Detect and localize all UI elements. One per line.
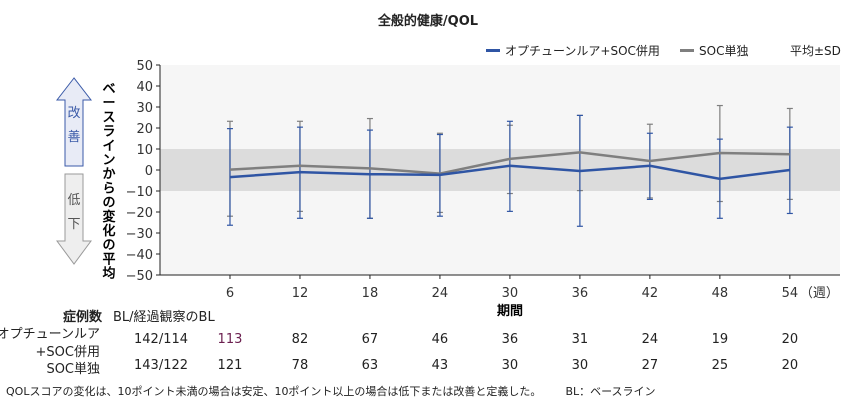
y-tick-label: 40 [136, 80, 153, 95]
table-header: 症例数 [62, 310, 102, 325]
y-label-char: 化 [102, 223, 115, 239]
count-cell: 46 [431, 332, 449, 347]
y-label-char: イ [102, 139, 115, 154]
y-tick-label: 50 [136, 59, 153, 74]
x-unit-label: （週） [800, 286, 839, 301]
decline-label-2: 下 [67, 217, 80, 232]
row-label-soc: SOC単独 [46, 362, 100, 377]
legend-label: オプチューンルア+SOC併用 [505, 44, 660, 58]
count-cell: 82 [291, 332, 309, 347]
legend-label: SOC単独 [699, 44, 749, 58]
legend-error-label: 平均±SD [790, 44, 841, 58]
y-tick-label: −50 [126, 269, 153, 284]
x-tick-label: 54 [782, 286, 799, 301]
count-cell: 63 [361, 358, 379, 373]
improve-arrow-icon [55, 77, 93, 167]
x-tick-label: 12 [292, 286, 309, 301]
y-tick-label: 10 [136, 143, 153, 158]
y-label-char: ン [102, 153, 115, 168]
y-label-char: の [102, 196, 115, 211]
y-label-char: 変 [102, 209, 115, 225]
x-tick-label: 48 [712, 286, 729, 301]
count-cell: 30 [501, 358, 519, 373]
row-label-combo-2: +SOC併用 [35, 345, 100, 360]
chart-title: 全般的健康/QOL [377, 14, 479, 29]
y-tick-label: −30 [126, 227, 153, 242]
count-cell: 20 [781, 358, 799, 373]
y-label-char: ら [102, 181, 115, 196]
y-label-char: 平 [102, 252, 115, 267]
x-tick-label: 36 [572, 286, 589, 301]
count-cell: 36 [501, 332, 519, 347]
decline-label-1: 低 [67, 193, 80, 208]
count-cell: 31 [571, 332, 589, 347]
x-tick-label: 24 [432, 286, 449, 301]
y-tick-label: 20 [136, 122, 153, 137]
y-tick-label: −10 [126, 185, 153, 200]
y-tick-label: −20 [126, 206, 153, 221]
legend-item-soc: SOC単独 [680, 42, 748, 59]
count-cell: 25 [711, 358, 729, 373]
row-bl-combo: 142/114 [134, 332, 189, 347]
footnote-row: QOLスコアの変化は、10ポイント未満の場合は安定、10ポイント以上の場合は低下… [6, 383, 852, 399]
y-label-char: か [102, 167, 115, 182]
y-label-char: ス [102, 110, 115, 125]
count-cell: 67 [361, 332, 379, 347]
improve-label-2: 善 [67, 129, 80, 145]
legend-item-combo: オプチューンルア+SOC併用 [486, 42, 660, 59]
footnote: QOLスコアの変化は、10ポイント未満の場合は安定、10ポイント以上の場合は低下… [6, 385, 542, 398]
legend-swatch [486, 49, 500, 52]
table-bl-header: BL/経過観察のBL [113, 310, 215, 325]
x-tick-label: 42 [642, 286, 659, 301]
count-cell: 43 [431, 358, 449, 373]
y-label-char: の [102, 238, 115, 253]
improve-label-1: 改 [67, 106, 80, 121]
count-cell: 27 [641, 358, 659, 373]
count-cell: 19 [711, 332, 729, 347]
legend-swatch [680, 49, 694, 52]
stable-band [160, 149, 840, 191]
count-cell: 30 [571, 358, 589, 373]
count-cell: 20 [781, 332, 799, 347]
y-label-char: ラ [102, 125, 115, 140]
count-cell: 24 [641, 332, 659, 347]
y-tick-label: −40 [126, 248, 153, 263]
y-label-char: 均 [102, 266, 115, 282]
footnote-bl: BL：ベースライン [565, 385, 656, 398]
x-tick-label: 30 [502, 286, 519, 301]
y-tick-label: 30 [136, 101, 153, 116]
count-cell: 78 [291, 358, 309, 373]
count-cell: 121 [217, 358, 243, 373]
row-label-combo-1: オプチューンルア [0, 327, 100, 342]
x-axis-label: 期間 [497, 304, 523, 319]
x-tick-label: 18 [362, 286, 379, 301]
decline-arrow-icon [56, 173, 92, 265]
x-tick-label: 6 [226, 286, 234, 301]
count-cell: 113 [217, 332, 243, 347]
y-label-char: ー [102, 96, 115, 111]
y-label-char: ベ [102, 82, 115, 97]
row-bl-soc: 143/122 [134, 358, 189, 373]
y-tick-label: 0 [145, 164, 153, 179]
